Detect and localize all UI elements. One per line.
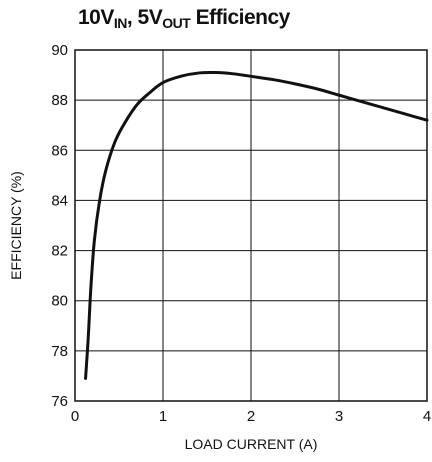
- title-sub-out: OUT: [162, 15, 191, 31]
- tick-labels: 0 1 2 3 4 76 78 80 82 84 86 88 90: [51, 42, 431, 425]
- y-tick-label: 78: [51, 343, 68, 360]
- x-tick-label: 2: [247, 408, 255, 425]
- y-tick-label: 90: [51, 42, 68, 59]
- y-tick-label: 84: [51, 192, 68, 209]
- y-axis-label: EFFICIENCY (%): [8, 171, 24, 280]
- title-mid: , 5V: [126, 6, 163, 29]
- y-tick-label: 88: [51, 92, 68, 109]
- chart-title: 10VIN, 5VOUT Efficiency: [78, 6, 290, 31]
- plot-frame: [74, 49, 428, 402]
- x-axis-label: LOAD CURRENT (A): [185, 436, 318, 452]
- y-tick-label: 80: [51, 293, 68, 310]
- x-tick-label: 3: [335, 408, 343, 425]
- efficiency-curve: [84, 71, 429, 380]
- x-tick-label: 1: [159, 408, 167, 425]
- y-tick-label: 76: [51, 393, 68, 410]
- y-tick-label: 82: [51, 243, 68, 260]
- x-tick-label: 4: [423, 408, 431, 425]
- y-tick-label: 86: [51, 142, 68, 159]
- x-tick-label: 0: [71, 408, 79, 425]
- title-sub-in: IN: [113, 15, 128, 31]
- title-main: 10V: [78, 6, 114, 29]
- grid: [75, 50, 427, 401]
- title-end: Efficiency: [190, 6, 291, 29]
